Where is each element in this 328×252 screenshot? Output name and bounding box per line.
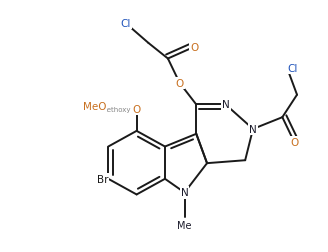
Text: MeO: MeO <box>83 102 106 112</box>
Text: N: N <box>249 124 257 134</box>
Text: Me: Me <box>177 220 192 230</box>
Text: O: O <box>175 79 184 89</box>
Text: O: O <box>190 43 198 53</box>
Text: Cl: Cl <box>121 19 131 29</box>
Text: methoxy: methoxy <box>101 107 131 113</box>
Text: O: O <box>133 105 141 115</box>
Text: N: N <box>222 100 230 110</box>
Text: O: O <box>133 105 141 115</box>
Text: Br: Br <box>97 174 108 184</box>
Text: N: N <box>181 188 188 198</box>
Text: Cl: Cl <box>287 64 297 74</box>
Text: O: O <box>290 137 298 147</box>
